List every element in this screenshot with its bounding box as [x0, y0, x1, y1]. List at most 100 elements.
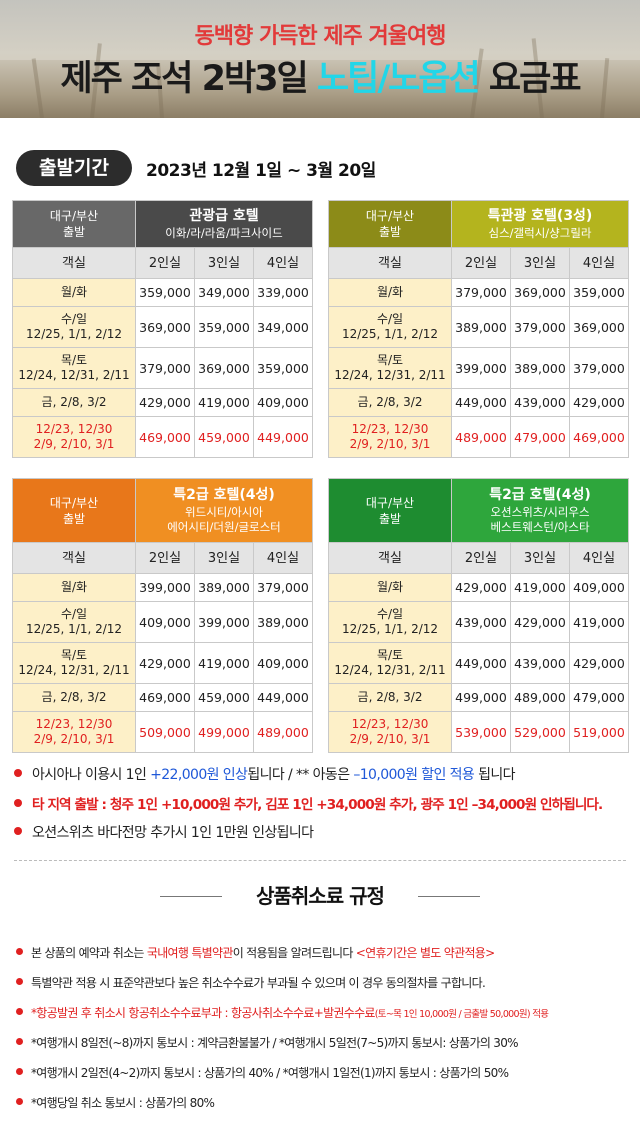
banner-title: 제주 조석 2박3일 노팁/노옵션 요금표 [0, 50, 640, 101]
policy-item: *여행당일 취소 통보시 : 상품가의 80% [16, 1094, 215, 1111]
price-3p: 419,000 [194, 642, 254, 684]
note-text: 됩니다 [474, 767, 515, 783]
price-2p: 489,000 [451, 416, 511, 458]
price-4p: 359,000 [569, 278, 629, 307]
day-label: 금, 2/8, 3/2 [41, 395, 107, 409]
note-other-region: 타 지역 출발 : 청주 1인 +10,000원 추가, 김포 1인 +34,0… [14, 793, 603, 813]
title-rule [418, 896, 480, 897]
note-text: 타 지역 출발 : 청주 1인 +10,000원 추가, 김포 1인 +34,0… [32, 797, 603, 813]
price-4p: 489,000 [253, 711, 313, 753]
price-3p: 459,000 [194, 416, 254, 458]
col-2p: 2인실 [451, 542, 511, 574]
price-3p: 419,000 [194, 388, 254, 417]
hotel-list: 위드시티/아시아 [185, 505, 263, 519]
policy-text: *여행당일 취소 통보시 : 상품가의 80% [31, 1096, 215, 1110]
day-cell: 12/23, 12/30 2/9, 2/10, 3/1 [12, 416, 136, 458]
depart-label: 출발 [62, 225, 86, 239]
header-banner: 동백향 가득한 제주 겨울여행 제주 조석 2박3일 노팁/노옵션 요금표 [0, 0, 640, 118]
day-dates: 12/25, 1/1, 2/12 [341, 622, 439, 636]
day-dates: 2/9, 2/10, 3/1 [349, 437, 431, 451]
day-cell: 금, 2/8, 3/2 [12, 683, 136, 712]
day-cell: 수/일 12/25, 1/1, 2/12 [12, 306, 136, 348]
price-2p: 379,000 [135, 347, 195, 389]
day-label: 금, 2/8, 3/2 [41, 690, 107, 704]
bullet-icon [16, 978, 23, 985]
day-label: 수/일 [60, 607, 88, 621]
hotel-name: 관광급 호텔 [189, 208, 259, 224]
price-2p: 509,000 [135, 711, 195, 753]
price-4p: 409,000 [252, 388, 314, 417]
day-cell: 수/일 12/25, 1/1, 2/12 [328, 306, 452, 348]
price-2p: 399,000 [451, 347, 511, 389]
day-dates: 12/25, 1/1, 2/12 [25, 327, 123, 341]
depart-city: 대구/부산 [365, 495, 415, 510]
price-3p: 399,000 [194, 601, 254, 643]
price-4p: 429,000 [569, 642, 629, 684]
price-3p: 379,000 [510, 306, 570, 348]
col-3p: 3인실 [510, 542, 570, 574]
title-rule [160, 896, 222, 897]
hotel-list: 베스트웨스턴/아스타 [490, 520, 590, 534]
bullet-icon [16, 1068, 23, 1075]
col-3p: 3인실 [510, 247, 570, 279]
price-3p: 369,000 [194, 347, 254, 389]
day-label: 월/화 [60, 580, 88, 594]
day-label: 수/일 [376, 312, 404, 326]
banner-subtitle: 동백향 가득한 제주 겨울여행 [194, 24, 447, 49]
depart-label: 출발 [378, 225, 402, 239]
depart-city: 대구/부산 [365, 209, 415, 223]
price-2p: 359,000 [135, 278, 195, 307]
day-label: 월/화 [60, 285, 88, 299]
day-dates: 12/24, 12/31, 2/11 [334, 368, 446, 382]
day-dates: 12/24, 12/31, 2/11 [334, 663, 446, 677]
day-label: 12/23, 12/30 [351, 422, 429, 436]
depart-city: 대구/부산 [49, 209, 99, 223]
day-cell: 목/토 12/24, 12/31, 2/11 [328, 347, 452, 389]
price-2p: 429,000 [135, 388, 195, 417]
price-table-1: 대구/부산 출발 관광급 호텔 이화/라/라움/파크사이드 객실 2인실 3인실 4… [12, 200, 314, 458]
col-2p: 2인실 [451, 247, 511, 279]
price-4p: 389,000 [253, 601, 313, 643]
price-3p: 349,000 [194, 278, 254, 307]
price-4p: 379,000 [569, 347, 629, 389]
day-label: 금, 2/8, 3/2 [357, 395, 423, 409]
col-4p: 4인실 [569, 542, 629, 574]
policy-item: *여행개시 8일전(~8)까지 통보시 : 계약금환불불가 / *여행개시 5일… [16, 1034, 519, 1051]
policy-highlight: (토~목 1인 10,000원 / 금출발 50,000원) 적용 [374, 1009, 549, 1020]
price-4p: 519,000 [569, 711, 629, 753]
day-cell: 월/화 [328, 278, 452, 307]
price-4p: 369,000 [569, 306, 629, 348]
day-cell: 12/23, 12/30 2/9, 2/10, 3/1 [12, 711, 136, 753]
policy-item: 본 상품의 예약과 취소는 국내여행 특별약관이 적용됨을 알려드립니다 <연휴… [16, 944, 495, 961]
price-4p: 409,000 [569, 573, 629, 602]
policy-text: 본 상품의 예약과 취소는 [31, 946, 147, 960]
col-room: 객실 [12, 542, 136, 574]
day-label: 월/화 [376, 580, 404, 594]
policy-text: 특별약관 적용 시 표준약관보다 높은 취소수수료가 부과될 수 있으며 이 경… [31, 976, 486, 990]
day-label: 수/일 [60, 312, 88, 326]
col-3p: 3인실 [194, 247, 254, 279]
price-4p: 359,000 [252, 347, 314, 389]
policy-highlight: <연휴기간은 별도 약관적용> [355, 946, 495, 960]
price-2p: 539,000 [451, 711, 511, 753]
col-4p: 4인실 [569, 247, 629, 279]
hotel-header: 특2급 호텔(4성) 오션스위츠/시리우스 베스트웨스턴/아스타 [451, 478, 629, 543]
col-2p: 2인실 [135, 542, 195, 574]
day-dates: 2/9, 2/10, 3/1 [33, 437, 115, 451]
price-2p: 469,000 [135, 416, 195, 458]
col-room: 객실 [328, 247, 452, 279]
day-cell: 월/화 [328, 573, 452, 602]
price-4p: 449,000 [253, 683, 313, 712]
policy-item: *여행개시 2일전(4~2)까지 통보시 : 상품가의 40% / *여행개시 … [16, 1064, 509, 1081]
price-3p: 479,000 [510, 416, 570, 458]
policy-item: *항공발권 후 취소시 항공취소수수료부과 : 항공사취소수수료+발권수수료(토… [16, 1004, 549, 1021]
price-2p: 429,000 [135, 642, 195, 684]
day-dates: 12/24, 12/31, 2/11 [18, 368, 130, 382]
policy-item: 특별약관 적용 시 표준약관보다 높은 취소수수료가 부과될 수 있으며 이 경… [16, 974, 486, 991]
hotel-header: 특2급 호텔(4성) 위드시티/아시아 에어시티/더원/글로스터 [135, 478, 313, 543]
day-cell: 목/토 12/24, 12/31, 2/11 [12, 642, 136, 684]
price-2p: 379,000 [451, 278, 511, 307]
day-label: 목/토 [376, 648, 404, 662]
price-3p: 419,000 [510, 573, 570, 602]
